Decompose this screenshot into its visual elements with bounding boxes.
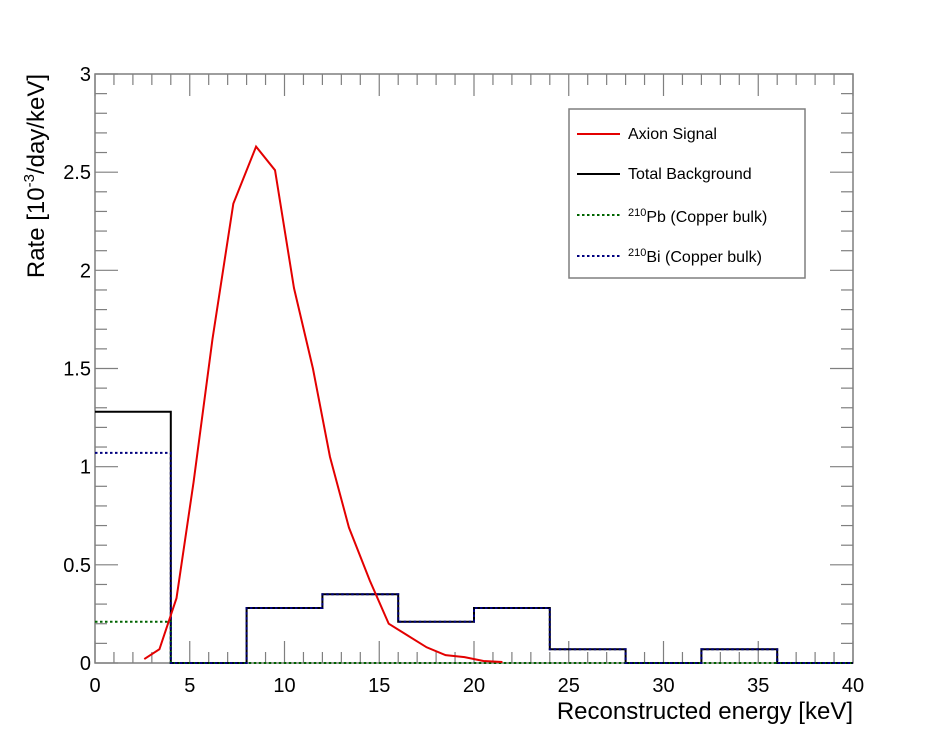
y-tick-label: 0 — [80, 653, 91, 675]
x-axis-title: Reconstructed energy [keV] — [557, 698, 853, 725]
y-tick-label: 0.5 — [63, 555, 91, 577]
y-tick-label: 2.5 — [63, 162, 91, 184]
legend-label-pb210: 210Pb (Copper bulk) — [628, 207, 767, 226]
y-tick-label: 1.5 — [63, 359, 91, 381]
x-tick-label: 15 — [368, 675, 390, 697]
y-tick-label: 2 — [80, 260, 91, 282]
series-axion-signal — [143, 144, 503, 664]
legend-label-bi210-sup: 210 — [628, 247, 646, 259]
x-tick-label: 0 — [89, 675, 100, 697]
x-tick-label: 35 — [747, 675, 769, 697]
series-pb210-copper-bulk — [95, 620, 853, 664]
legend: Axion Signal Total Background 210Pb (Cop… — [568, 108, 806, 279]
y-axis-title-suffix: /day/keV] — [23, 74, 50, 174]
legend-box — [568, 108, 806, 279]
y-axis-title-sup: -3 — [21, 174, 38, 187]
legend-label-pb210-text: Pb (Copper bulk) — [646, 209, 767, 226]
tick-labels: 0 5 10 15 20 25 30 35 40 0 0.5 1 1.5 2 2.5 3 — [63, 64, 864, 697]
x-tick-label: 10 — [273, 675, 295, 697]
legend-label-pb210-sup: 210 — [628, 207, 646, 219]
axis-ticks — [94, 73, 854, 664]
series-layer — [95, 144, 853, 664]
x-tick-label: 5 — [184, 675, 195, 697]
legend-label-total: Total Background — [628, 166, 752, 183]
x-tick-label: 25 — [558, 675, 580, 697]
x-tick-label: 40 — [842, 675, 864, 697]
legend-label-bi210-text: Bi (Copper bulk) — [646, 249, 762, 266]
legend-label-axion: Axion Signal — [628, 126, 717, 143]
x-tick-label: 20 — [463, 675, 485, 697]
y-tick-label: 1 — [80, 457, 91, 479]
x-tick-label: 30 — [652, 675, 674, 697]
y-axis-title-prefix: Rate [10 — [23, 187, 50, 278]
y-axis-title: Rate [10-3/day/keV] — [21, 74, 50, 278]
series-bi210-copper-bulk — [95, 451, 853, 664]
y-tick-label: 3 — [80, 64, 91, 86]
legend-label-bi210: 210Bi (Copper bulk) — [628, 247, 762, 266]
